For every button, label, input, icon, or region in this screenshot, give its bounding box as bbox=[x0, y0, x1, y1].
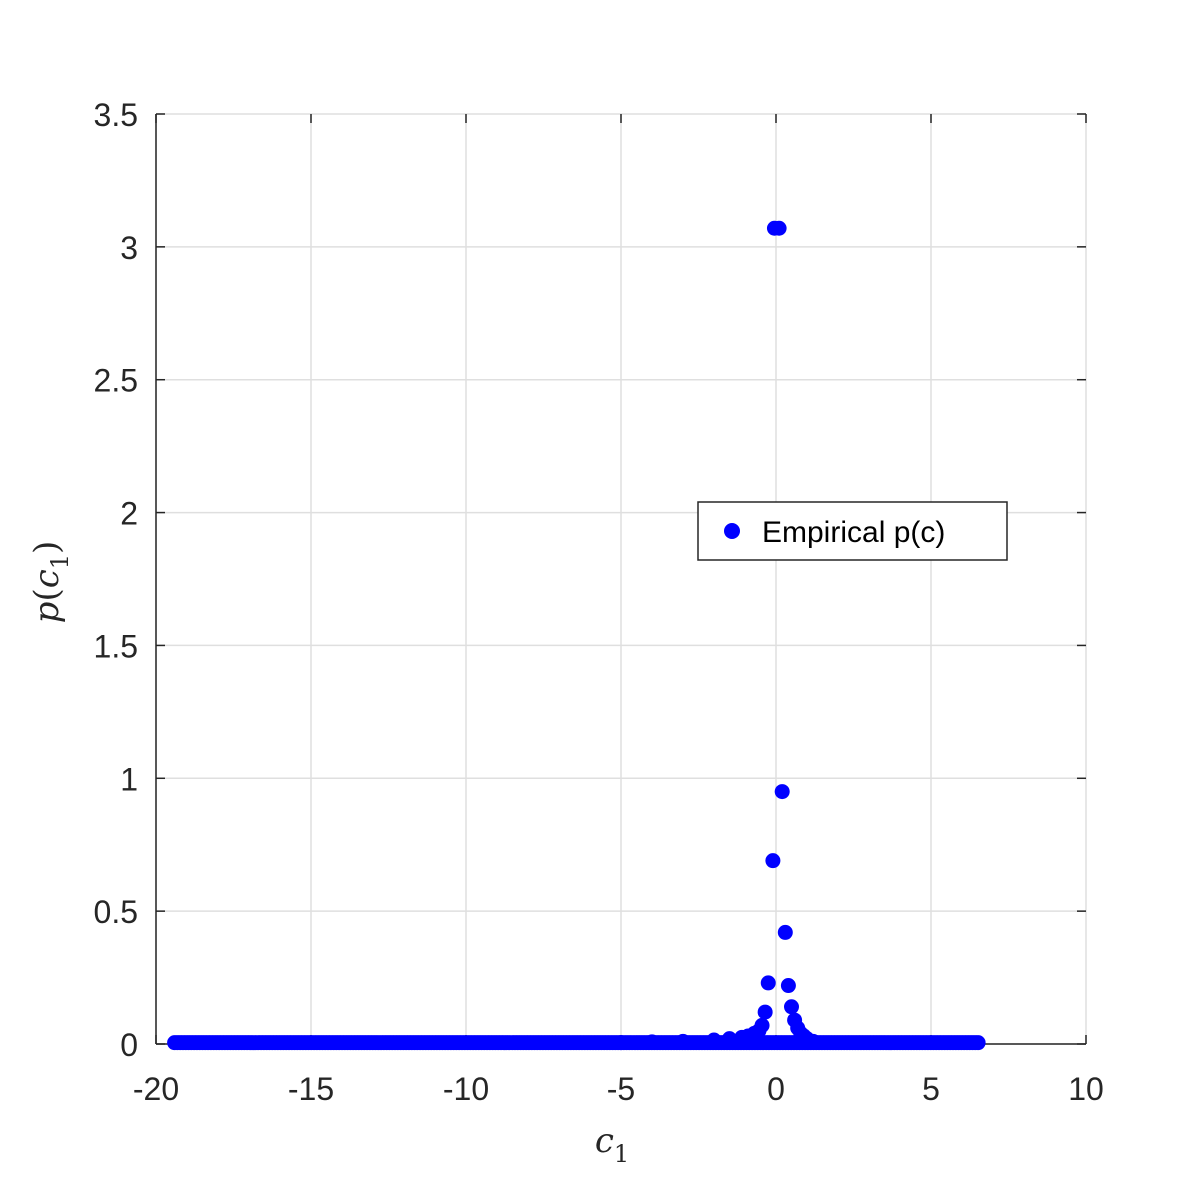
data-point bbox=[780, 978, 796, 994]
data-point bbox=[784, 999, 799, 1015]
x-axis-label: c1 bbox=[595, 1121, 629, 1168]
y-tick-label: 1 bbox=[120, 761, 138, 797]
y-axis-label-sub: 1 bbox=[46, 554, 74, 569]
y-tick-label: 1.5 bbox=[94, 628, 138, 664]
x-tick-label: -15 bbox=[288, 1071, 334, 1107]
x-tick-label: -20 bbox=[133, 1071, 179, 1107]
data-point bbox=[757, 1004, 773, 1020]
y-tick-label: 2.5 bbox=[94, 363, 138, 399]
y-axis-label-open: ( bbox=[27, 588, 67, 601]
data-point bbox=[722, 1031, 737, 1047]
data-point bbox=[970, 1035, 986, 1051]
legend: Empirical p(c) bbox=[697, 501, 1008, 561]
y-tick-label: 3.5 bbox=[94, 97, 138, 133]
x-tick-label: -10 bbox=[443, 1071, 489, 1107]
data-points bbox=[167, 220, 986, 1051]
y-axis-label-var: c bbox=[27, 569, 67, 588]
x-axis-label-sub: 1 bbox=[614, 1140, 629, 1168]
data-point bbox=[771, 220, 787, 236]
x-tick-label: 0 bbox=[767, 1071, 785, 1107]
y-tick-labels: 0 0.5 1 1.5 2 2.5 3 3.5 bbox=[94, 97, 138, 1063]
legend-box bbox=[697, 501, 1008, 561]
x-tick-label: 10 bbox=[1068, 1071, 1104, 1107]
y-tick-label: 0.5 bbox=[94, 894, 138, 930]
x-tick-labels: -20 -15 -10 -5 0 5 10 bbox=[133, 1071, 1104, 1107]
data-point bbox=[734, 1029, 750, 1045]
data-point bbox=[777, 924, 793, 940]
legend-entry-label: Empirical p(c) bbox=[762, 516, 945, 549]
y-axis-label-func: p bbox=[27, 602, 67, 624]
y-tick-label: 3 bbox=[120, 230, 138, 266]
data-point bbox=[613, 1035, 629, 1051]
data-point bbox=[760, 975, 776, 991]
y-axis-label-close: ) bbox=[27, 541, 67, 554]
y-axis-label: p(c1) bbox=[27, 541, 74, 624]
data-point bbox=[706, 1032, 722, 1048]
data-point bbox=[774, 784, 790, 800]
data-point bbox=[765, 853, 781, 869]
data-point bbox=[805, 1033, 821, 1049]
y-tick-label: 0 bbox=[120, 1027, 138, 1063]
y-tick-label: 2 bbox=[120, 496, 138, 532]
x-tick-label: -5 bbox=[607, 1071, 635, 1107]
data-point bbox=[644, 1034, 660, 1050]
x-tick-label: 5 bbox=[922, 1071, 940, 1107]
data-point bbox=[675, 1033, 691, 1049]
legend-marker bbox=[724, 523, 740, 539]
x-axis-label-var: c bbox=[595, 1121, 614, 1161]
